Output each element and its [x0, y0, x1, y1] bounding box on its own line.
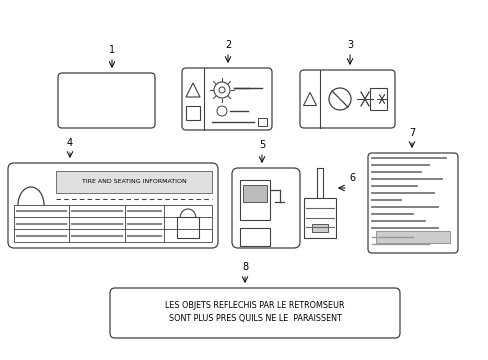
Bar — [56, 171, 212, 193]
Bar — [240, 180, 269, 220]
FancyBboxPatch shape — [367, 153, 457, 253]
Bar — [185, 106, 200, 120]
Text: 5: 5 — [258, 140, 264, 150]
Text: TIRE AND SEATING INFORMATION: TIRE AND SEATING INFORMATION — [81, 180, 186, 184]
FancyBboxPatch shape — [231, 168, 299, 248]
FancyBboxPatch shape — [110, 288, 399, 338]
Text: LES OBJETS REFLECHIS PAR LE RETROMSEUR: LES OBJETS REFLECHIS PAR LE RETROMSEUR — [165, 301, 344, 310]
Bar — [375, 231, 449, 243]
Text: 8: 8 — [242, 262, 247, 272]
Bar — [243, 185, 266, 202]
Bar — [369, 88, 386, 110]
Text: 3: 3 — [346, 40, 352, 50]
Text: 2: 2 — [224, 40, 231, 50]
Text: 7: 7 — [408, 128, 414, 138]
Text: 1: 1 — [109, 45, 115, 55]
Text: SONT PLUS PRES QUILS NE LE  PARAISSENT: SONT PLUS PRES QUILS NE LE PARAISSENT — [168, 314, 341, 323]
FancyBboxPatch shape — [182, 68, 271, 130]
FancyBboxPatch shape — [299, 70, 394, 128]
Bar — [240, 228, 269, 246]
Bar — [14, 205, 212, 242]
Bar — [311, 224, 327, 232]
Text: 6: 6 — [348, 173, 354, 183]
Bar — [258, 118, 266, 126]
FancyBboxPatch shape — [8, 163, 218, 248]
Bar — [304, 198, 335, 238]
Text: 4: 4 — [67, 138, 73, 148]
FancyBboxPatch shape — [58, 73, 155, 128]
Bar — [177, 217, 199, 238]
